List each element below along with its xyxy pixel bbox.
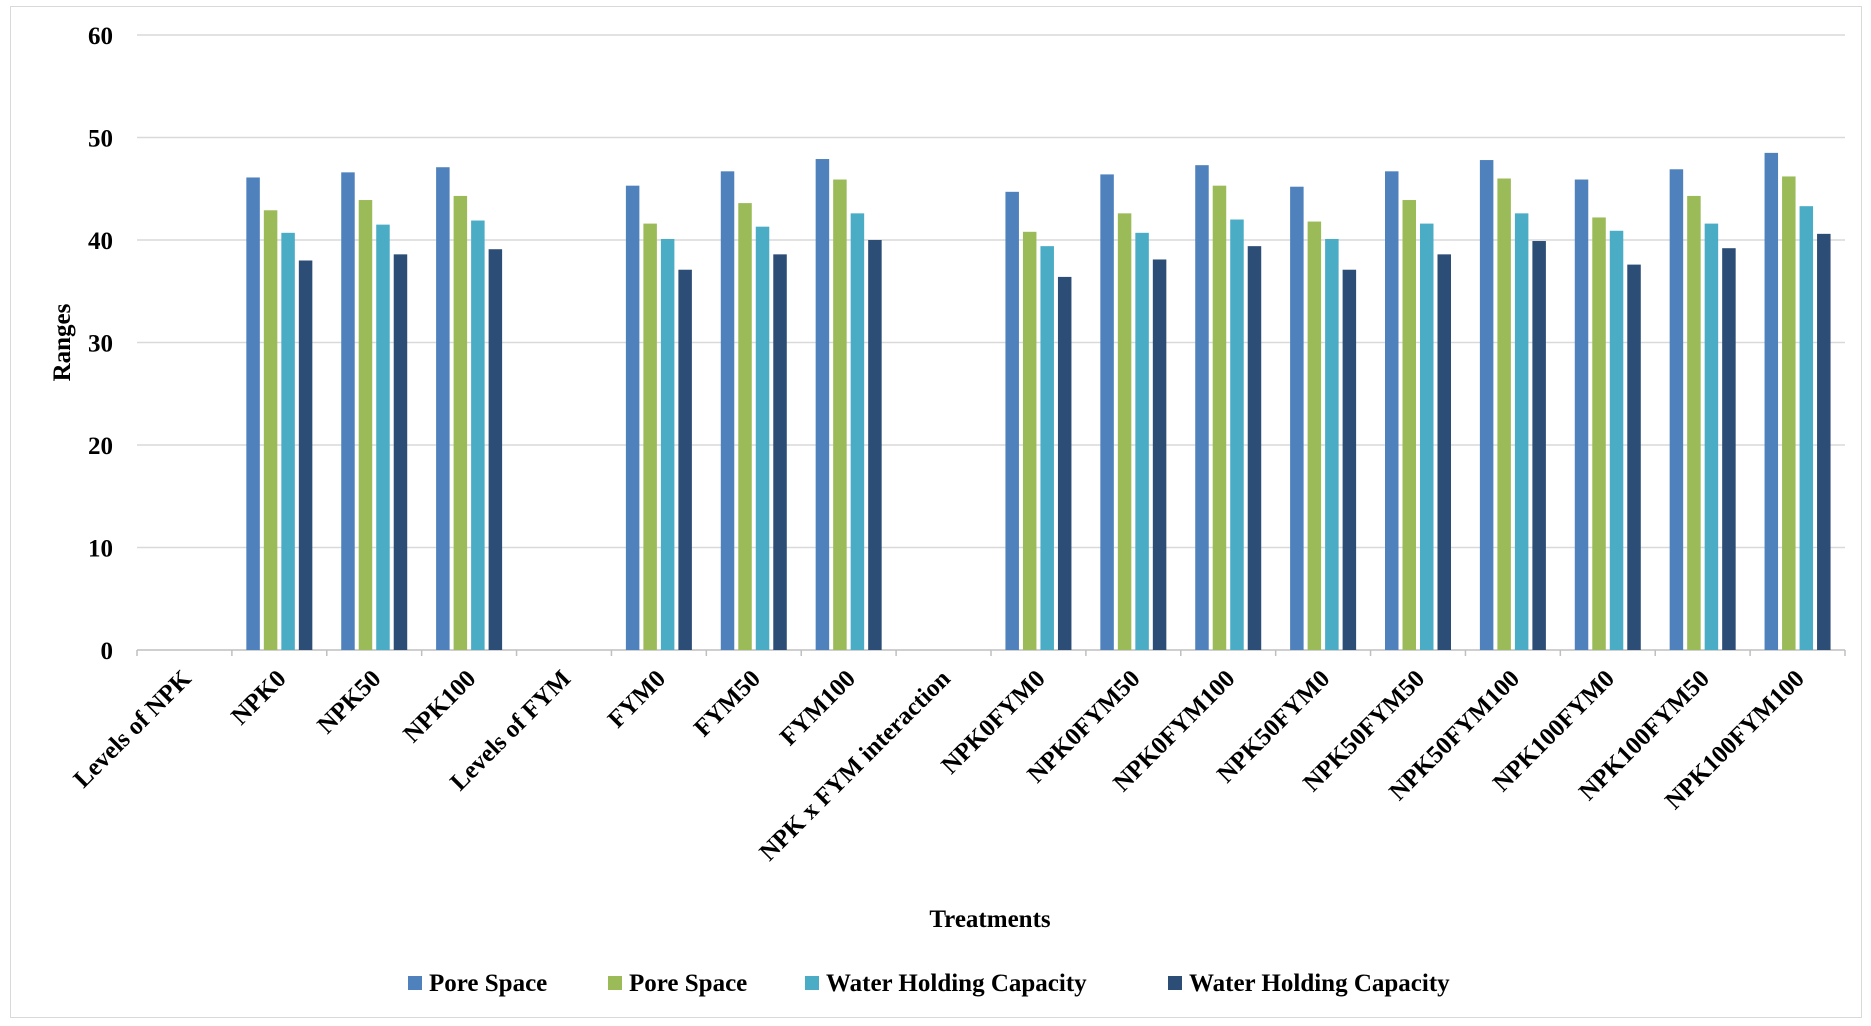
x-tick-label: Levels of NPK [69,665,197,793]
legend-label: Water Holding Capacity [1189,970,1450,997]
legend-label: Water Holding Capacity [826,970,1087,997]
bar [1799,206,1814,651]
legend-swatch [805,976,819,990]
bar [341,172,355,650]
x-tick-label: FYM0 [603,665,671,733]
bar [1497,178,1511,650]
bar [1040,246,1054,650]
bar [453,195,468,651]
bar [1212,185,1227,651]
y-tick-label: 30 [88,331,113,358]
bar [1402,200,1416,650]
bar [1342,269,1357,650]
legend-swatch [1168,976,1182,990]
bar [1574,179,1589,650]
bar [833,179,847,650]
bar [625,185,640,651]
bar [1592,217,1606,650]
bar [281,232,295,650]
bar [1704,223,1719,650]
bar [815,159,830,650]
x-tick-label: NPK100 [398,665,481,748]
y-axis-title: Ranges [49,303,76,381]
bar [1532,241,1546,650]
bar [660,238,675,650]
bar [773,254,787,650]
bar [393,254,408,650]
bar [1609,230,1624,650]
bar [246,177,260,650]
x-tick-label: NPK50 [312,665,386,739]
y-tick-label: 20 [88,433,113,460]
y-tick-label: 0 [101,638,114,665]
bar [1514,213,1529,650]
bar [471,220,485,650]
bar [376,224,390,650]
bar [1627,264,1641,650]
chart-frame [10,6,1862,1018]
bar [1385,171,1399,650]
bar [1195,165,1209,651]
bar [263,210,278,650]
legend-swatch [408,976,422,990]
bar [298,260,313,650]
bar [1722,248,1736,650]
bar [1057,276,1072,650]
bar [738,203,752,650]
y-tick-label: 50 [88,126,113,153]
bar [1669,169,1684,650]
bar [358,200,373,650]
bar [678,269,692,650]
bar [1005,191,1019,650]
x-tick-label: FYM50 [689,665,766,742]
x-tick-label: FYM100 [775,665,861,751]
bar [1152,259,1167,650]
bar [488,249,503,650]
y-tick-label: 60 [88,23,113,50]
bar [1247,246,1262,650]
bar [1307,221,1322,651]
bar [1479,160,1494,651]
bar [850,213,865,650]
bar [1687,195,1701,651]
x-axis-title: Treatments [929,906,1051,933]
bar [1100,174,1114,650]
y-tick-label: 10 [88,536,113,563]
bar [1437,254,1451,650]
x-tick-label: NPK x FYM interaction [755,665,956,866]
legend-label: Pore Space [429,970,547,997]
bar [868,240,882,650]
bar [1817,233,1831,650]
bar [755,226,770,651]
bar [1230,219,1244,650]
legend-swatch [608,976,622,990]
bar [643,223,657,650]
bar [1420,223,1434,650]
bar [1782,176,1796,650]
bar [1117,213,1132,650]
bar [436,167,450,650]
bar [1290,186,1304,650]
bar [1764,152,1779,650]
bar [1325,238,1339,650]
bar [1135,232,1149,650]
bar [720,171,735,650]
x-tick-label: NPK0 [226,665,291,730]
y-tick-label: 40 [88,228,113,255]
legend-label: Pore Space [629,970,747,997]
bar [1022,231,1037,651]
